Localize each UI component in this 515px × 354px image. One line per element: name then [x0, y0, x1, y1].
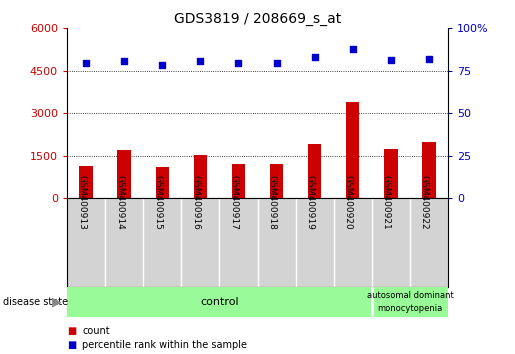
Text: GSM400918: GSM400918	[268, 175, 277, 230]
Point	[120, 59, 128, 64]
Text: ■: ■	[67, 340, 76, 350]
Point	[158, 62, 166, 68]
Point	[234, 60, 243, 66]
Text: autosomal dominant: autosomal dominant	[367, 291, 453, 300]
Text: GSM400920: GSM400920	[344, 175, 353, 230]
Text: GSM400913: GSM400913	[77, 175, 86, 230]
Point	[387, 57, 395, 63]
Point	[196, 59, 204, 64]
Text: GSM400917: GSM400917	[230, 175, 238, 230]
Text: disease state: disease state	[3, 297, 67, 307]
Point	[311, 55, 319, 60]
Bar	[346, 102, 359, 198]
Bar	[270, 164, 283, 198]
Text: percentile rank within the sample: percentile rank within the sample	[82, 340, 247, 350]
Bar	[384, 149, 398, 198]
Bar	[156, 167, 169, 198]
Bar	[308, 144, 321, 198]
Bar	[117, 150, 131, 198]
Text: count: count	[82, 326, 110, 336]
Point	[82, 60, 90, 66]
Bar	[79, 166, 93, 198]
Text: GSM400916: GSM400916	[192, 175, 200, 230]
Text: ▶: ▶	[52, 295, 62, 308]
Text: GSM400914: GSM400914	[115, 175, 124, 230]
Point	[349, 46, 357, 52]
Text: GSM400915: GSM400915	[153, 175, 162, 230]
Text: GSM400922: GSM400922	[420, 175, 429, 230]
Text: ■: ■	[67, 326, 76, 336]
Text: GSM400919: GSM400919	[306, 175, 315, 230]
Text: control: control	[200, 297, 239, 307]
Title: GDS3819 / 208669_s_at: GDS3819 / 208669_s_at	[174, 12, 341, 26]
Bar	[232, 164, 245, 198]
Bar	[422, 142, 436, 198]
Bar	[194, 155, 207, 198]
Point	[425, 56, 433, 62]
Text: monocytopenia: monocytopenia	[377, 304, 442, 313]
Point	[272, 60, 281, 66]
Text: GSM400921: GSM400921	[382, 175, 391, 230]
